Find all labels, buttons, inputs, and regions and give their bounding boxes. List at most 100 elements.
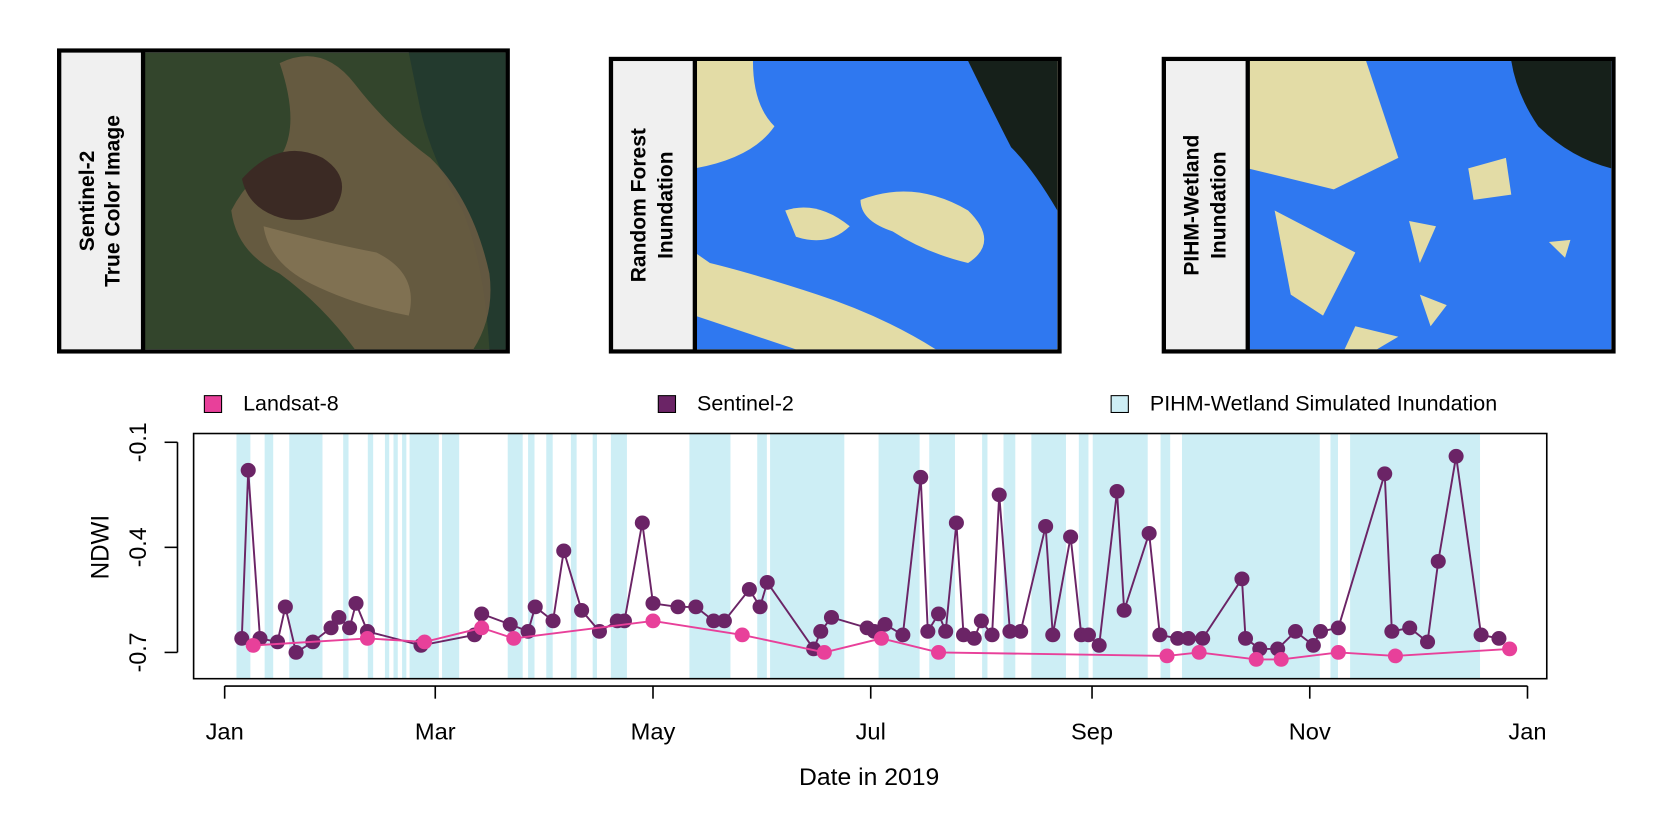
legend-swatch	[657, 395, 677, 413]
panel-label: Sentinel-2	[75, 151, 99, 252]
data-point	[1387, 648, 1403, 664]
data-point	[966, 631, 982, 646]
data-point	[1002, 624, 1018, 639]
inundation-band	[1330, 433, 1338, 679]
legend-swatch	[1110, 395, 1129, 413]
panel-random-forest	[608, 56, 1062, 354]
inundation-band	[528, 433, 535, 679]
inundation-band	[770, 433, 845, 679]
panel-label: Inundation	[1206, 151, 1230, 258]
inundation-band	[610, 433, 627, 679]
data-point	[1305, 638, 1321, 653]
data-point	[1170, 631, 1186, 646]
data-point	[634, 515, 650, 531]
inundation-band	[367, 433, 374, 679]
x-tick-label: Sep	[1071, 719, 1113, 745]
panel-label: True Color Image	[100, 115, 124, 287]
data-point	[527, 599, 543, 615]
data-point	[645, 596, 661, 611]
data-point	[984, 627, 1000, 643]
data-point	[502, 617, 518, 632]
data-point	[1195, 631, 1211, 646]
panel-label: PIHM-Wetland	[1179, 135, 1203, 276]
data-point	[1448, 448, 1464, 464]
data-point	[931, 645, 947, 660]
inundation-band	[546, 433, 553, 679]
inundation-band	[442, 433, 460, 679]
inundation-band	[757, 433, 767, 679]
y-tick-label: -0.1	[125, 422, 151, 462]
data-point	[913, 469, 929, 485]
data-point	[288, 645, 304, 660]
data-point	[877, 617, 893, 632]
x-tick-label: Jan	[1508, 719, 1546, 745]
data-point	[895, 627, 911, 643]
x-axis-title: Date in 2019	[799, 764, 939, 791]
data-point	[1430, 553, 1446, 569]
inundation-band	[1078, 433, 1089, 679]
legend-label: Sentinel-2	[697, 392, 794, 416]
data-point	[323, 620, 339, 636]
data-point	[688, 599, 704, 615]
inundation-band	[1003, 433, 1016, 679]
x-tick-label: Jul	[856, 719, 886, 745]
data-point	[1491, 631, 1507, 646]
data-point	[520, 624, 536, 639]
data-point	[973, 613, 989, 629]
data-point	[1152, 627, 1168, 643]
data-point	[1116, 603, 1132, 618]
data-point	[1287, 624, 1304, 639]
inundation-band	[1350, 433, 1481, 679]
data-point	[1402, 620, 1418, 636]
data-point	[716, 613, 732, 629]
data-point	[1420, 634, 1436, 650]
data-point	[752, 599, 768, 615]
data-point	[1109, 483, 1125, 499]
data-point	[938, 624, 954, 639]
data-point	[240, 462, 256, 478]
data-point	[1377, 466, 1393, 482]
data-point	[948, 515, 964, 531]
data-point	[1159, 648, 1175, 664]
inundation-band	[343, 433, 349, 679]
inundation-band	[689, 433, 731, 679]
x-tick-label: Nov	[1289, 719, 1331, 745]
data-point	[474, 606, 490, 622]
data-point	[1180, 631, 1196, 646]
satellite-image	[143, 52, 506, 350]
x-tick-label: Mar	[415, 719, 456, 745]
data-point	[1237, 631, 1254, 646]
data-point	[1038, 518, 1054, 534]
y-axis-title: NDWI	[87, 515, 114, 580]
data-point	[931, 606, 947, 622]
panel-label: Random Forest	[626, 128, 650, 282]
data-point	[645, 613, 661, 629]
data-point	[1330, 645, 1346, 660]
data-point	[1091, 638, 1107, 653]
plot-frame	[192, 432, 1548, 680]
data-point	[734, 627, 750, 643]
inundation-band	[393, 433, 398, 679]
inundation-map	[694, 61, 1058, 350]
inundation-map	[1247, 61, 1612, 350]
inundation-band	[570, 433, 577, 679]
data-point	[813, 624, 829, 639]
data-point	[823, 610, 839, 625]
data-point	[417, 634, 433, 650]
data-point	[920, 624, 936, 639]
data-point	[1063, 529, 1079, 545]
data-point	[1330, 620, 1346, 636]
inundation-band	[1160, 433, 1171, 679]
data-point	[545, 613, 561, 629]
x-tick-label: Jan	[206, 719, 244, 745]
data-point	[1234, 571, 1250, 587]
data-point	[348, 596, 364, 611]
data-point	[816, 645, 832, 660]
data-point	[1273, 652, 1289, 667]
data-point	[1312, 624, 1329, 639]
inundation-band	[264, 433, 274, 679]
data-point	[331, 610, 347, 625]
inundation-band	[592, 433, 597, 679]
